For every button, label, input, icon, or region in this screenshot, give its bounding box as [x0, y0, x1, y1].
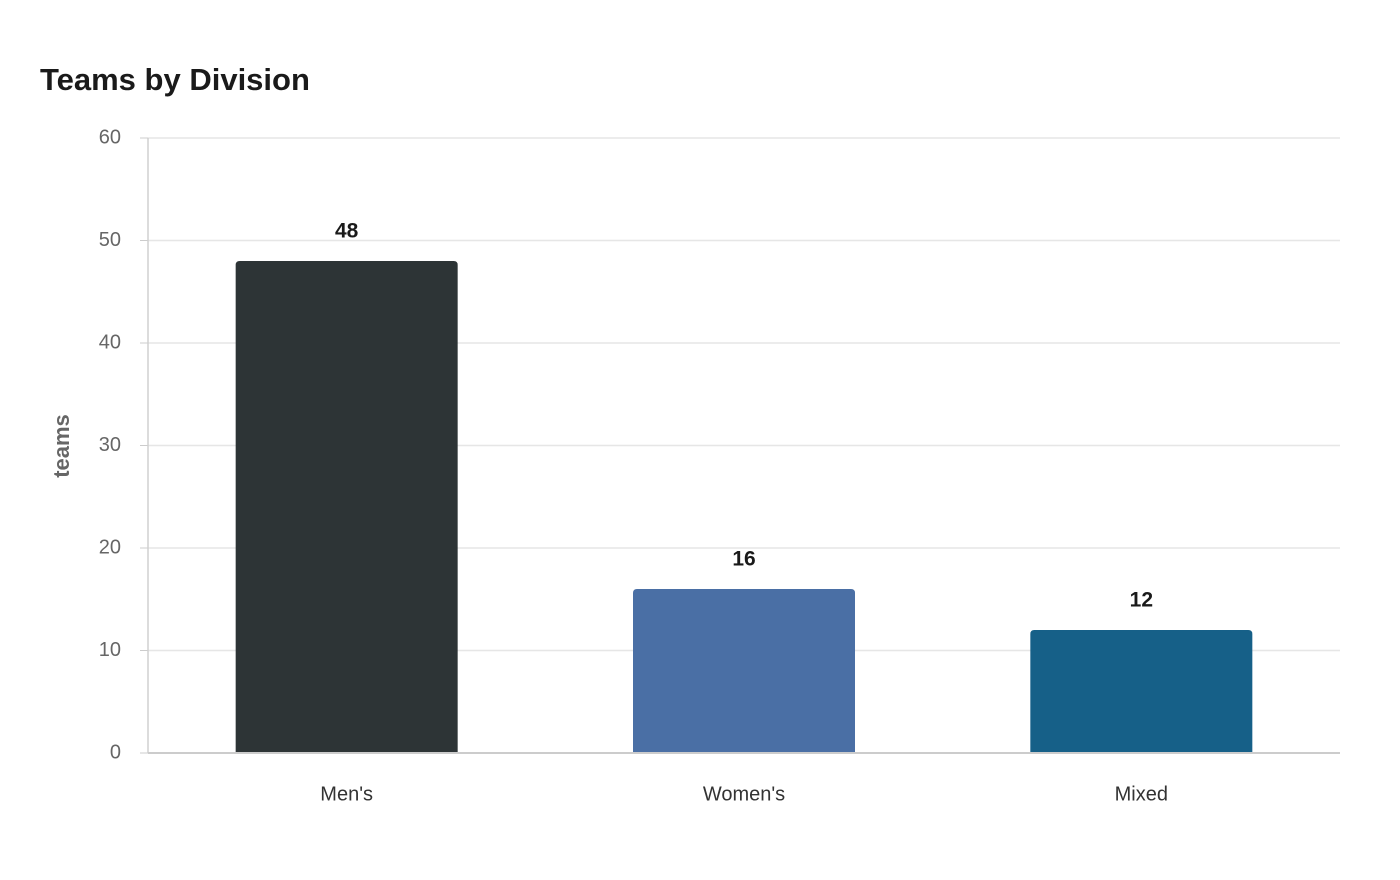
chart-title: Teams by Division [40, 62, 310, 97]
y-tick-label: 20 [99, 536, 121, 558]
y-tick-label: 10 [99, 639, 121, 661]
x-tick-label: Men's [320, 783, 373, 805]
y-tick-label: 40 [99, 331, 121, 353]
bars [235, 261, 1253, 753]
bar [633, 589, 855, 753]
y-tick-label: 50 [99, 229, 121, 251]
bar [1030, 630, 1253, 753]
bar [235, 261, 458, 753]
data-label: 12 [1130, 589, 1153, 612]
x-tick-label: Women's [703, 783, 785, 805]
x-tick-label: Mixed [1115, 783, 1168, 805]
y-axis-title: teams [49, 414, 74, 478]
y-tick-label: 30 [99, 434, 121, 456]
x-axis: Men's Women's Mixed [148, 752, 1340, 805]
data-label: 48 [335, 220, 359, 243]
y-tick-label: 0 [110, 741, 121, 763]
y-tick-label: 60 [99, 126, 121, 148]
data-label: 16 [732, 548, 755, 571]
data-labels: 48 16 12 [335, 220, 1153, 612]
y-axis: 0 10 20 30 40 50 60 [99, 126, 149, 763]
